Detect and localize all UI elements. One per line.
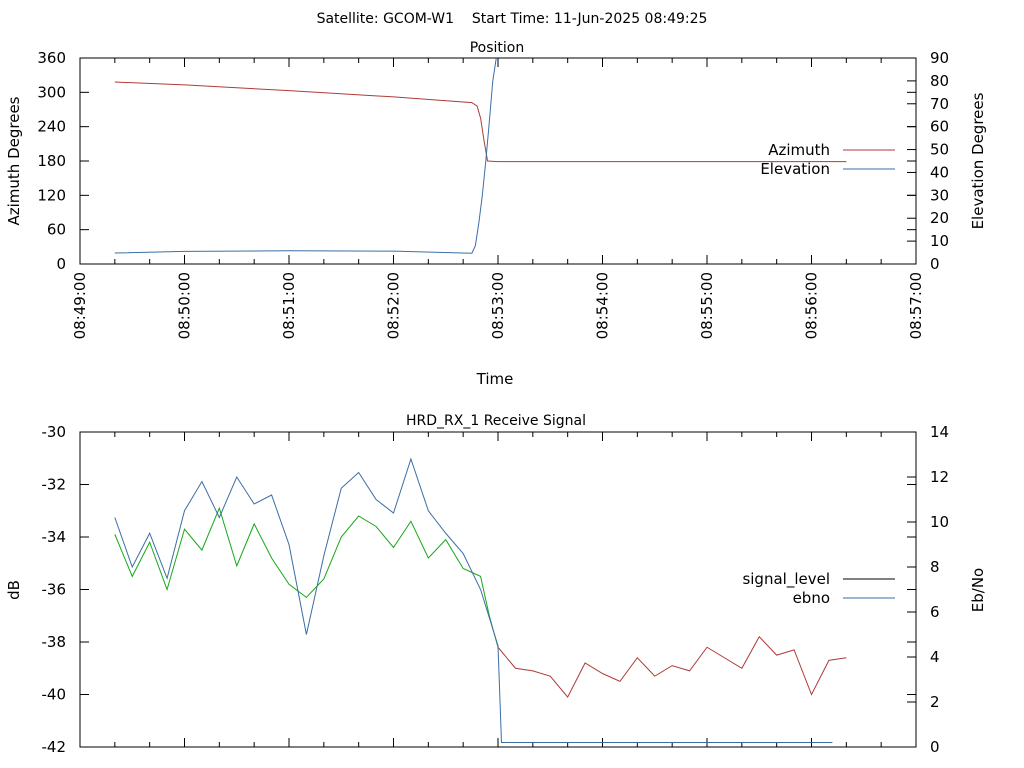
receive-signal-chart-title: HRD_RX_1 Receive Signal bbox=[406, 413, 586, 429]
position-chart-title: Position bbox=[470, 40, 525, 56]
x-tick-label: 08:49:00 bbox=[71, 272, 89, 339]
y2-tick-label: 30 bbox=[930, 186, 949, 204]
receive-signal-chart: HRD_RX_1 Receive Signal dB Eb/No -42 -40 -… bbox=[5, 413, 987, 756]
y-tick-label: 0 bbox=[56, 255, 66, 273]
receive-signal-y2-axis-label: Eb/No bbox=[969, 568, 987, 612]
series-line-signal_level-degraded bbox=[497, 635, 847, 699]
x-tick-label: 08:56:00 bbox=[803, 272, 821, 339]
receive-signal-plot-frame bbox=[79, 431, 917, 748]
y2-tick-label: 0 bbox=[930, 255, 940, 273]
y-tick-label: -36 bbox=[42, 581, 67, 599]
x-tick-label: 08:50:00 bbox=[176, 272, 194, 339]
y2-tick-label: 6 bbox=[930, 603, 940, 621]
y2-tick-label: 50 bbox=[930, 141, 949, 159]
series-line-signal_level-good bbox=[114, 506, 499, 648]
y-tick-label: 240 bbox=[37, 118, 66, 136]
y-tick-label: -40 bbox=[42, 686, 67, 704]
y2-tick-label: 40 bbox=[930, 163, 949, 181]
series-line-Elevation bbox=[114, 57, 497, 254]
legend-label-Elevation: Elevation bbox=[760, 160, 830, 178]
y2-tick-label: 80 bbox=[930, 72, 949, 90]
y2-tick-label: 10 bbox=[930, 232, 949, 250]
y2-tick-label: 70 bbox=[930, 95, 949, 113]
series-line-ebno bbox=[114, 457, 833, 743]
satellite-header: Satellite: GCOM-W1 Start Time: 11-Jun-20… bbox=[317, 11, 708, 27]
y2-tick-label: 90 bbox=[930, 49, 949, 67]
y2-tick-label: 2 bbox=[930, 693, 940, 711]
y2-tick-label: 60 bbox=[930, 118, 949, 136]
y-tick-label: 120 bbox=[37, 186, 66, 204]
y-tick-label: -30 bbox=[42, 423, 67, 441]
x-tick-label: 08:52:00 bbox=[385, 272, 403, 339]
x-tick-label: 08:53:00 bbox=[489, 272, 507, 339]
y-tick-label: -34 bbox=[42, 528, 67, 546]
y-tick-label: 60 bbox=[47, 221, 66, 239]
y-tick-label: 360 bbox=[37, 49, 66, 67]
series-line-Azimuth bbox=[114, 81, 847, 163]
y-tick-label: 180 bbox=[37, 152, 66, 170]
position-y2-axis-label: Elevation Degrees bbox=[969, 92, 987, 229]
x-tick-label: 08:51:00 bbox=[280, 272, 298, 339]
y2-tick-label: 0 bbox=[930, 738, 940, 756]
y2-tick-label: 20 bbox=[930, 209, 949, 227]
x-tick-label: 08:57:00 bbox=[907, 272, 925, 339]
x-tick-label: 08:54:00 bbox=[594, 272, 612, 339]
position-x-axis-label: Time bbox=[476, 370, 514, 388]
y-tick-label: -42 bbox=[42, 738, 67, 756]
y2-tick-label: 8 bbox=[930, 558, 940, 576]
y2-tick-label: 12 bbox=[930, 468, 949, 486]
x-tick-label: 08:55:00 bbox=[698, 272, 716, 339]
position-y-axis-label: Azimuth Degrees bbox=[5, 96, 23, 225]
legend-label-Azimuth: Azimuth bbox=[768, 141, 830, 159]
y2-tick-label: 10 bbox=[930, 513, 949, 531]
position-chart: Position Azimuth Degrees Elevation Degre… bbox=[5, 40, 987, 388]
receive-signal-y-axis-label: dB bbox=[5, 580, 23, 600]
y-tick-label: -32 bbox=[42, 476, 67, 494]
y2-tick-label: 4 bbox=[930, 648, 940, 666]
y2-tick-label: 14 bbox=[930, 423, 949, 441]
legend-label-ebno: ebno bbox=[793, 589, 830, 607]
y-tick-label: -38 bbox=[42, 633, 67, 651]
legend-label-signal_level: signal_level bbox=[742, 570, 830, 589]
y-tick-label: 300 bbox=[37, 83, 66, 101]
